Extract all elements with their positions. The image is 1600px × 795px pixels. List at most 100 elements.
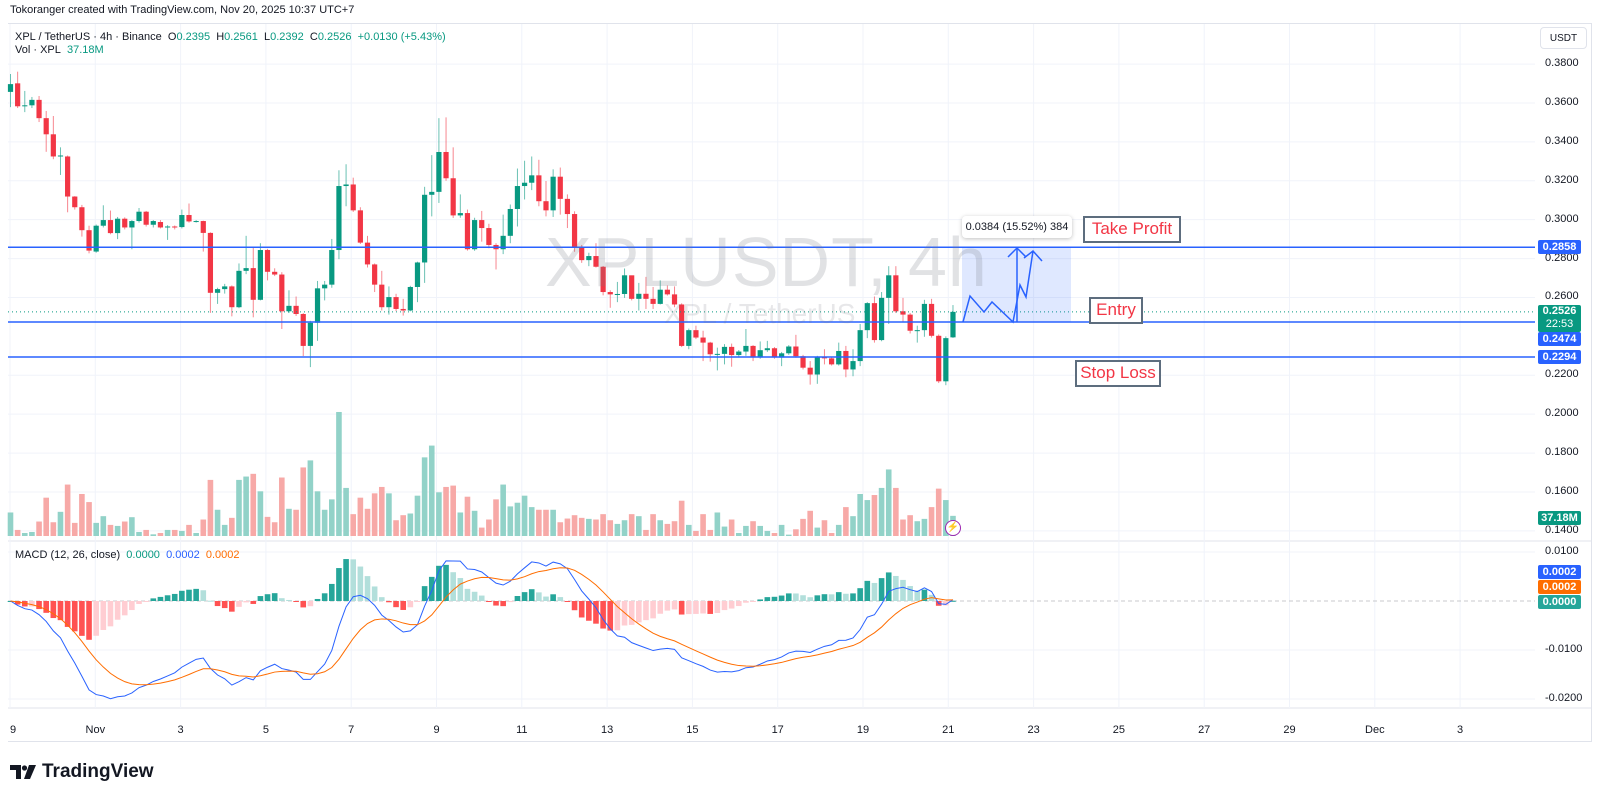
macd-histogram-bar [750,601,756,602]
macd-label[interactable]: MACD (12, 26, close) [15,549,121,561]
macd-histogram-bar [214,601,221,607]
candle-body [386,297,392,308]
symbol-legend[interactable]: XPL / TetherUS · 4h · Binance O0.2395 H0… [15,31,446,43]
entry-label[interactable]: Entry [1089,297,1143,324]
candle-body [243,268,249,271]
candle-body [664,289,670,295]
volume-bar [935,488,942,536]
price-tick-label: 0.3200 [1545,173,1579,186]
macd-histogram-bar [400,601,406,610]
volume-label[interactable]: Vol · XPL [15,44,61,56]
volume-bar [750,521,756,536]
date-tick-label: 17 [771,724,784,736]
macd-histogram-bar [464,588,471,601]
volume-bar [150,534,157,536]
volume-bar [136,531,142,536]
macd-legend[interactable]: MACD (12, 26, close) 0.0000 0.0002 0.000… [15,549,240,561]
volume-bar [400,515,406,536]
candle-body [29,99,35,106]
macd-histogram-bar [457,578,464,601]
volume-bar [814,527,821,536]
macd-tick-label: 0.0100 [1545,545,1579,557]
macd-histogram-bar [728,601,735,609]
candle-body [186,215,192,222]
macd-histogram-bar [814,595,821,601]
macd-histogram-bar [671,601,678,610]
volume-bar [828,532,835,536]
candle-body [107,220,114,234]
candle-body [736,351,742,356]
candle-body [457,213,463,216]
symbol-name[interactable]: XPL / TetherUS · 4h · Binance [15,31,162,43]
macd-histogram-bar [164,595,171,601]
candle-body [15,83,21,107]
candle-body [764,348,770,351]
macd-histogram-bar [436,565,442,601]
currency-button[interactable]: USDT [1540,27,1587,49]
volume-bar [350,514,357,536]
volume-bar [536,509,542,536]
macd-histogram-bar [314,598,321,601]
tradingview-logo[interactable]: TradingView [10,761,154,783]
lightning-icon[interactable]: ⚡ [945,520,961,536]
volume-bar [893,487,899,536]
macd-histogram-bar [428,576,435,601]
volume-bar [186,524,192,536]
macd-histogram-bar [857,588,863,601]
volume-bar [671,521,678,536]
macd-histogram-bar [121,601,128,616]
stop-loss-label[interactable]: Stop Loss [1075,360,1161,387]
volume-bar [707,529,714,536]
last-price-box: 0.2526 22:53 [1538,305,1581,332]
volume-legend[interactable]: Vol · XPL 37.18M [15,44,104,56]
volume-bar [236,479,242,536]
macd-histogram-bar [850,593,856,601]
chart-credit: Tokoranger created with TradingView.com,… [10,4,355,16]
candle-body [443,151,449,179]
date-tick-label: 25 [1112,724,1126,736]
volume-bar [336,411,342,536]
candle-body [122,218,128,228]
candle-body [750,345,756,358]
volume-bar [543,509,549,536]
candle-body [650,298,656,304]
date-tick-label: Nov [85,724,106,736]
macd-histogram-bar [300,601,307,608]
macd-histogram-bar [357,566,364,601]
volume-bar [636,516,642,536]
candle-body [714,353,720,355]
macd-histogram-bar [279,598,285,601]
macd-histogram-bar [735,601,742,607]
volume-bar [686,524,692,536]
volume-bar [321,509,328,536]
candle-body [329,250,335,285]
volume-bar [286,508,292,536]
volume-bar [71,522,78,536]
watermark-description: XPL / TetherUS [664,298,856,329]
volume-bar [928,507,935,536]
macd-histogram-bar [507,601,514,603]
candle-body [157,222,164,228]
volume-bar [36,521,42,536]
take-profit-label[interactable]: Take Profit [1083,216,1181,243]
macd-histogram-bar [14,601,21,605]
volume-bar [307,460,314,536]
projection-drawing [962,246,1071,324]
volume-bar [621,520,628,536]
candle-body [179,215,185,228]
candle-series [7,71,956,386]
macd-histogram-bar [835,592,842,601]
date-tick-label: 7 [348,724,355,736]
volume-bar [443,486,449,536]
macd-histogram-bar [693,601,699,614]
measure-arrowhead [1007,246,1027,258]
volume-bar [207,479,214,536]
volume-bar [878,487,885,536]
chart-frame [8,23,1592,742]
macd-histogram-bar [407,601,414,608]
candle-body [50,134,56,157]
macd-histogram-bar [64,601,71,627]
candle-body [350,184,356,211]
candle-body [464,213,471,250]
